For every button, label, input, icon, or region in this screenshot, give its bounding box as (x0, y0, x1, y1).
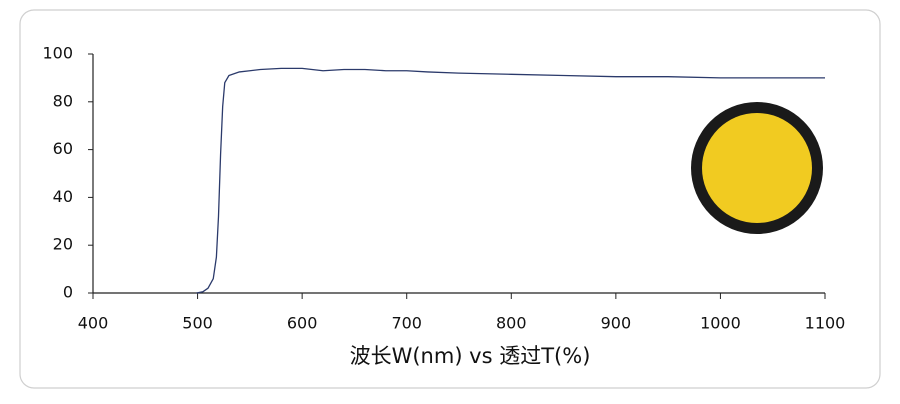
series-line (196, 67, 825, 294)
x-tick-label: 1100 (805, 314, 846, 333)
y-tick-label: 0 (63, 283, 73, 302)
x-tick-label: 700 (391, 314, 422, 333)
y-tick-label: 20 (53, 235, 73, 254)
x-tick-label: 600 (287, 314, 318, 333)
x-tick-label: 400 (78, 314, 109, 333)
y-tick-label: 60 (53, 139, 73, 158)
filter-swatch (691, 102, 823, 234)
x-tick-label: 900 (601, 314, 632, 333)
x-tick-label: 1000 (700, 314, 741, 333)
x-axis-label: 波长W(nm) vs 透过T(%) (350, 344, 591, 368)
swatch-fill (702, 113, 812, 223)
y-tick-label: 100 (42, 44, 73, 63)
y-tick-label: 40 (53, 187, 73, 206)
x-tick-label: 500 (182, 314, 213, 333)
y-tick-label: 80 (53, 91, 73, 110)
x-tick-label: 800 (496, 314, 527, 333)
